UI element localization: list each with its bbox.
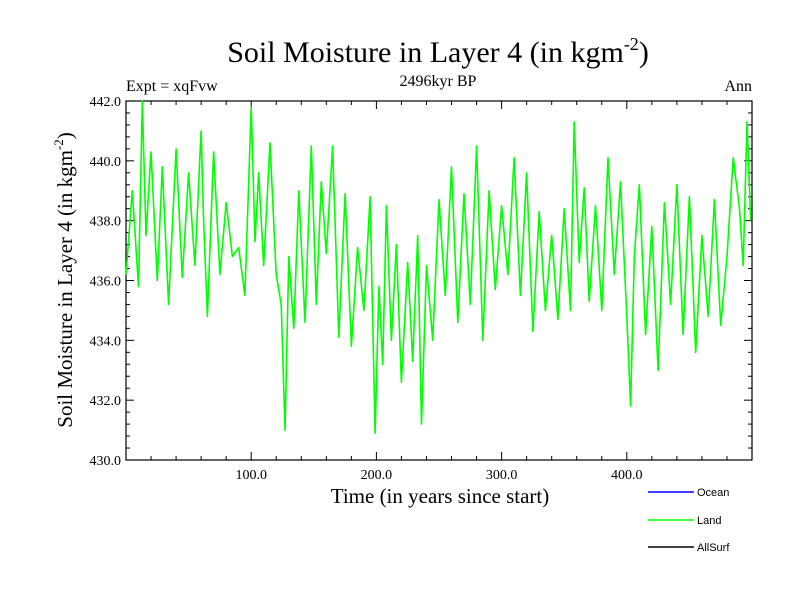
- legend-label-land: Land: [697, 515, 721, 527]
- chart-title: Soil Moisture in Layer 4 (in kgm-2): [227, 34, 649, 69]
- x-axis-ticks: 100.0 200.0 300.0 400.0: [235, 101, 643, 483]
- x-axis-label: Time (in years since start): [331, 484, 550, 508]
- x-tick-label: 400.0: [611, 468, 643, 483]
- y-tick-label: 434.0: [90, 334, 122, 349]
- y-tick-label: 436.0: [90, 275, 122, 290]
- plot-frame: [125, 100, 753, 461]
- legend-label-allsurf: AllSurf: [697, 542, 730, 554]
- x-tick-label: 300.0: [486, 468, 518, 483]
- y-axis-label: Soil Moisture in Layer 4 (in kgm-2): [51, 132, 77, 427]
- y-tick-label: 440.0: [90, 155, 122, 170]
- x-tick-label: 200.0: [361, 468, 393, 483]
- y-tick-label: 442.0: [90, 95, 122, 110]
- chart-subtitle: 2496kyr BP: [400, 73, 477, 90]
- y-tick-label: 438.0: [90, 215, 122, 230]
- minor-ticks: [126, 101, 752, 460]
- experiment-label: Expt = xqFvw: [126, 78, 218, 95]
- y-tick-label: 432.0: [90, 394, 122, 409]
- y-axis-ticks: 430.0 432.0 434.0 436.0 438.0 440.0 442.0: [90, 95, 752, 469]
- y-tick-label: 430.0: [90, 454, 122, 469]
- legend-label-ocean: Ocean: [697, 487, 729, 499]
- x-tick-label: 100.0: [235, 468, 267, 483]
- season-label: Ann: [724, 78, 752, 95]
- legend: Ocean Land AllSurf: [648, 487, 730, 554]
- series-line-land: [125, 100, 752, 434]
